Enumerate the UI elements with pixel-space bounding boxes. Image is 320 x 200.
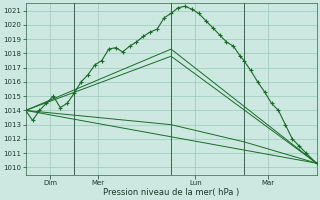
X-axis label: Pression niveau de la mer( hPa ): Pression niveau de la mer( hPa ) bbox=[103, 188, 239, 197]
